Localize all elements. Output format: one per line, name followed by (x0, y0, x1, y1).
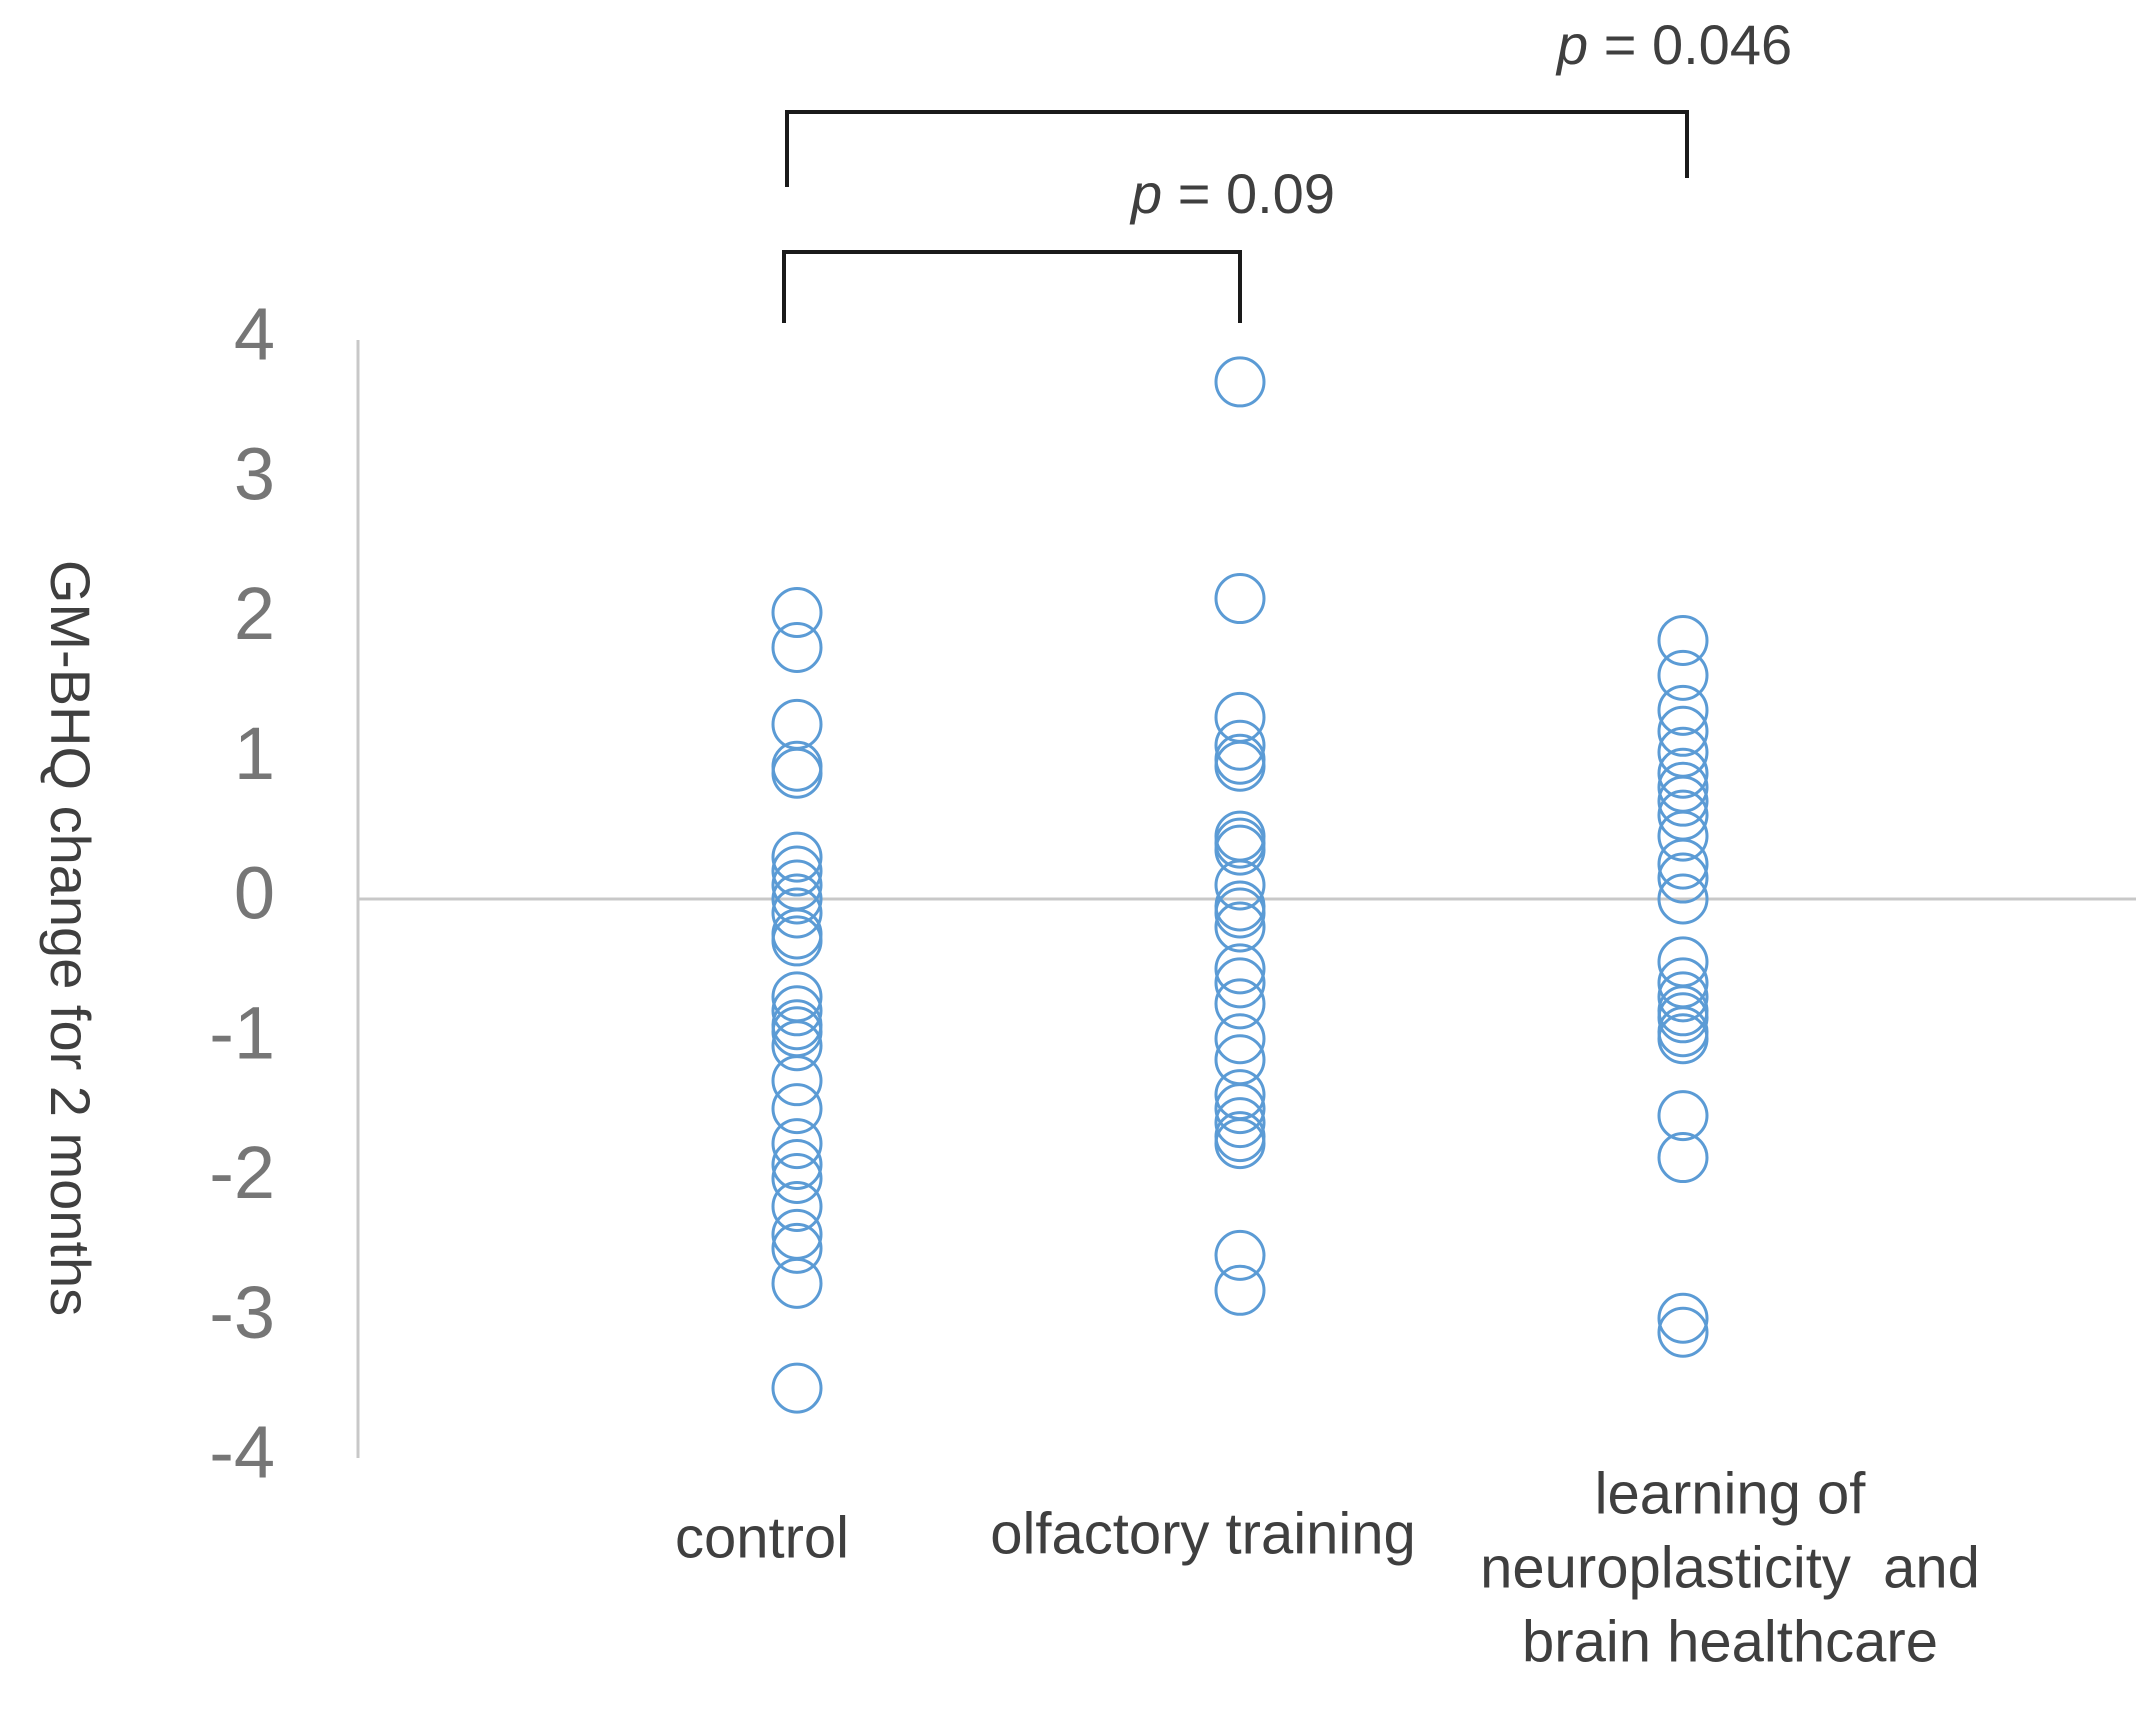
data-point (1657, 747, 1709, 799)
data-point (1657, 810, 1709, 862)
data-point (1214, 1229, 1266, 1281)
y-tick-labels: 4 3 2 1 0 -1 -2 -3 -4 (209, 293, 275, 1494)
data-point (771, 831, 823, 883)
data-point (771, 1020, 823, 1072)
data-point (771, 985, 823, 1037)
data-point (1657, 775, 1709, 827)
data-point (1214, 887, 1266, 939)
data-point (1214, 901, 1266, 953)
category-label: olfactory training (990, 1501, 1416, 1566)
data-point (1214, 1264, 1266, 1316)
data-point (771, 587, 823, 639)
data-point (1214, 1118, 1266, 1170)
data-point (771, 1055, 823, 1107)
data-point (1214, 943, 1266, 995)
bracket-control-vs-olfactory (782, 250, 1242, 323)
data-point (1214, 356, 1266, 408)
category-label: brain healthcare (1522, 1609, 1938, 1674)
data-point (1214, 719, 1266, 771)
data-point (771, 845, 823, 897)
data-point (1657, 1292, 1709, 1344)
data-point (1657, 971, 1709, 1023)
p-symbol: p (1129, 162, 1162, 225)
data-point (771, 915, 823, 967)
data-points (771, 356, 1709, 1414)
p-value-control-vs-learning: p = 0.046 (1555, 13, 1792, 76)
data-point (1214, 1013, 1266, 1065)
category-labels: control olfactory training learning of neur… (675, 1461, 1980, 1674)
data-point (771, 1222, 823, 1274)
data-point (1657, 649, 1709, 701)
data-point (771, 873, 823, 925)
data-point (1214, 1097, 1266, 1149)
data-point (1657, 614, 1709, 666)
data-point (771, 1139, 823, 1191)
category-label: control (675, 1505, 849, 1570)
data-point (1214, 859, 1266, 911)
data-point (771, 747, 823, 799)
data-point (1214, 957, 1266, 1009)
data-point (1214, 740, 1266, 792)
category-label: learning of (1595, 1461, 1867, 1526)
data-point (1214, 824, 1266, 876)
y-tick-label: -4 (209, 1411, 275, 1494)
y-tick-label: 0 (234, 852, 275, 935)
data-point (1657, 705, 1709, 757)
data-point (771, 1257, 823, 1309)
p-symbol: p (1555, 13, 1588, 76)
data-point (1657, 852, 1709, 904)
data-point (1214, 573, 1266, 625)
data-point (1657, 761, 1709, 813)
data-point (1214, 978, 1266, 1030)
p-value-control-vs-olfactory: p = 0.09 (1129, 162, 1335, 225)
data-point (771, 859, 823, 911)
data-point (1214, 1083, 1266, 1135)
y-tick-label: 2 (234, 572, 275, 655)
y-tick-label: -1 (209, 991, 275, 1074)
data-point (1657, 1090, 1709, 1142)
bracket-control-vs-learning (785, 110, 1689, 187)
p-value-text: = 0.09 (1162, 162, 1335, 225)
data-point (771, 887, 823, 939)
data-point (1657, 1306, 1709, 1358)
data-point (771, 1153, 823, 1204)
data-point (771, 1208, 823, 1260)
y-tick-label: -2 (209, 1131, 275, 1214)
data-point (1657, 1132, 1709, 1184)
data-point (1657, 992, 1709, 1044)
data-point (1657, 684, 1709, 736)
data-point (771, 1083, 823, 1135)
y-tick-label: 3 (234, 432, 275, 515)
data-point (771, 1180, 823, 1232)
p-value-text: = 0.046 (1588, 13, 1792, 76)
y-tick-label: -3 (209, 1271, 275, 1354)
y-tick-label: 4 (234, 293, 275, 376)
data-point (1657, 1013, 1709, 1065)
data-point (771, 1118, 823, 1170)
y-tick-label: 1 (234, 712, 275, 795)
data-point (771, 621, 823, 673)
data-point (771, 1362, 823, 1414)
y-axis-title: GM-BHQ change for 2 months (39, 560, 102, 1316)
category-label: neuroplasticity and (1480, 1535, 1980, 1600)
data-point (1657, 873, 1709, 925)
data-point (1657, 838, 1709, 890)
